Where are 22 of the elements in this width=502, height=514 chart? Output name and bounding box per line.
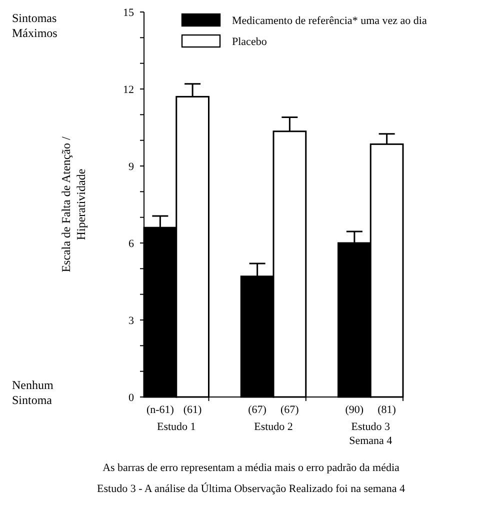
text: Estudo 3 - A análise da Última Observação Realizado foi na semana 4	[97, 482, 406, 495]
y-tick-label: 0	[128, 392, 134, 404]
y-tick-label: 3	[128, 314, 134, 327]
y-tick-label: 15	[123, 6, 134, 19]
text: (67)	[248, 404, 267, 416]
text: (90)	[345, 404, 364, 416]
text: (67)	[280, 404, 300, 416]
text: (81)	[378, 404, 396, 416]
x-tick-label: Estudo 1	[156, 421, 196, 433]
legend-label: Placebo	[232, 36, 268, 48]
legend-label: Medicamento de referência* uma vez ao dia	[232, 14, 427, 27]
text: Nenhum Sintoma	[12, 378, 54, 407]
y-axis-title: Escala de Falta de Atenção / Hiperatividade	[59, 136, 88, 272]
x-tick-label: Estudo 3 Semana 4	[349, 421, 393, 447]
text: (61)	[183, 404, 202, 416]
text: (n-61)	[146, 404, 174, 416]
y-tick-label: 6	[128, 238, 134, 250]
y-tick-label: 12	[123, 84, 134, 96]
y-tick-label: 9	[128, 160, 134, 173]
text: As barras de erro representam a média mais o erro padrão da média	[102, 462, 400, 474]
x-tick-label: Estudo 2	[254, 421, 293, 433]
text: Sintomas Máximos	[12, 11, 58, 40]
